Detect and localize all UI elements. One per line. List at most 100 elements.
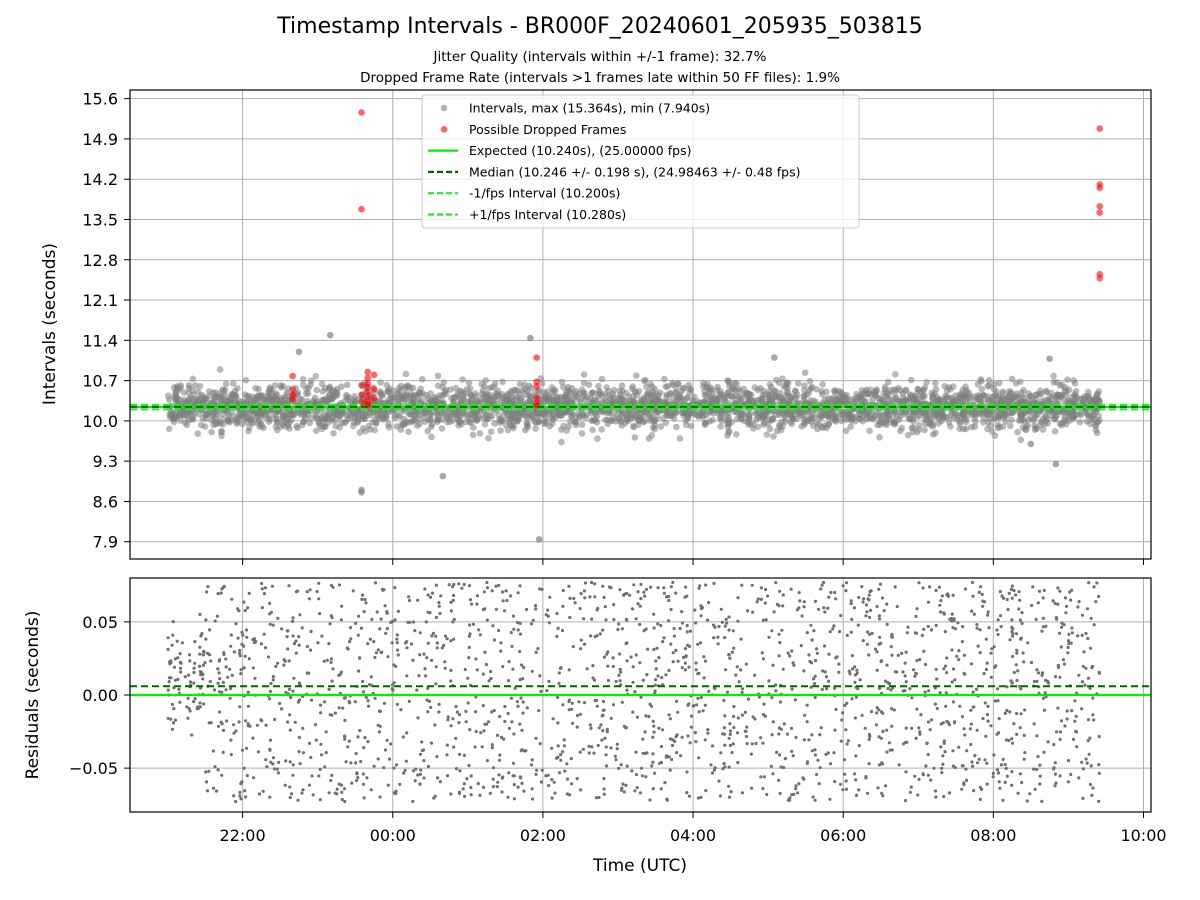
residual-point: [805, 631, 809, 635]
residual-point: [1086, 636, 1090, 641]
residual-point: [604, 745, 608, 749]
residual-point: [657, 761, 662, 765]
residual-point: [1023, 708, 1027, 712]
y-tick-label: 14.2: [82, 170, 118, 189]
residual-point: [846, 739, 851, 743]
residual-point: [723, 765, 727, 769]
residual-point: [485, 759, 489, 763]
residual-point: [506, 711, 510, 716]
interval-point: [406, 396, 414, 403]
residual-point: [362, 796, 366, 800]
residual-point: [1084, 631, 1088, 636]
residual-point: [1062, 623, 1066, 627]
interval-point: [459, 376, 466, 383]
residual-point: [1026, 641, 1030, 645]
residual-point: [732, 704, 736, 709]
interval-point: [928, 389, 936, 397]
residual-point: [591, 664, 595, 668]
residual-point: [880, 596, 885, 600]
residual-point: [841, 584, 845, 588]
residual-point: [978, 785, 983, 790]
residual-point: [443, 660, 447, 664]
interval-point: [463, 386, 471, 393]
residual-point: [300, 791, 304, 795]
residual-point: [644, 587, 649, 592]
interval-point: [823, 388, 830, 396]
residual-point: [563, 769, 567, 773]
interval-point: [427, 423, 435, 431]
interval-point: [395, 384, 403, 392]
chart-title: Timestamp Intervals - BR000F_20240601_20…: [277, 14, 923, 39]
residual-point: [1053, 601, 1057, 606]
residual-point: [366, 699, 370, 703]
residual-point: [602, 708, 606, 712]
residual-point: [630, 607, 635, 611]
residual-point: [1066, 645, 1070, 650]
residual-point: [339, 618, 343, 622]
interval-point: [718, 417, 726, 425]
interval-point: [298, 396, 306, 403]
residual-point: [917, 777, 921, 782]
residual-point: [242, 666, 246, 670]
residual-point: [764, 618, 768, 622]
residual-point: [213, 619, 217, 623]
residual-point: [736, 731, 740, 735]
residual-point: [1080, 633, 1084, 638]
residual-point: [696, 796, 701, 800]
residual-point: [366, 642, 370, 646]
residual-point: [507, 771, 511, 775]
residual-point: [740, 791, 745, 795]
residual-point: [744, 662, 749, 666]
residual-point: [1014, 593, 1018, 597]
residual-point: [431, 631, 435, 636]
residual-point: [842, 758, 847, 762]
interval-point: [709, 416, 716, 424]
interval-point: [881, 383, 889, 391]
residual-point: [347, 739, 351, 743]
residual-point: [676, 659, 680, 663]
residual-point: [468, 623, 472, 627]
residual-point: [933, 789, 938, 793]
residual-point: [918, 730, 922, 734]
residual-point: [288, 785, 292, 789]
interval-point: [542, 395, 549, 402]
interval-point: [497, 416, 505, 424]
residual-point: [631, 665, 635, 669]
dropped-frame-point: [358, 109, 365, 116]
residual-point: [318, 612, 322, 616]
residual-point: [981, 604, 985, 608]
residual-point: [232, 723, 236, 727]
interval-point: [424, 427, 432, 435]
interval-point: [732, 392, 740, 399]
interval-point: [980, 419, 987, 426]
residual-point: [837, 662, 841, 666]
residual-point: [173, 678, 177, 682]
residual-point: [736, 716, 740, 720]
residual-point: [978, 651, 982, 655]
residual-point: [868, 589, 872, 594]
interval-point: [434, 414, 442, 422]
residual-point: [805, 720, 809, 724]
residual-point: [957, 658, 961, 662]
interval-point: [630, 422, 637, 430]
residual-point: [847, 669, 851, 673]
residual-point: [1080, 680, 1084, 684]
residual-point: [1082, 650, 1086, 654]
residual-point: [739, 668, 743, 672]
interval-point: [354, 419, 361, 426]
residual-point: [179, 670, 183, 674]
residual-point: [322, 659, 326, 663]
interval-point: [278, 384, 285, 391]
dropped-frame-point: [533, 394, 540, 402]
residual-point: [505, 598, 509, 603]
residual-point: [300, 626, 304, 630]
residual-point: [689, 714, 694, 718]
residual-point: [178, 666, 183, 670]
residual-point: [712, 636, 716, 640]
interval-point: [673, 423, 680, 431]
dropped-frame-point: [289, 395, 296, 403]
interval-point: [587, 395, 594, 403]
residual-point: [777, 732, 781, 736]
residual-point: [1073, 719, 1077, 723]
residual-point: [333, 711, 337, 715]
